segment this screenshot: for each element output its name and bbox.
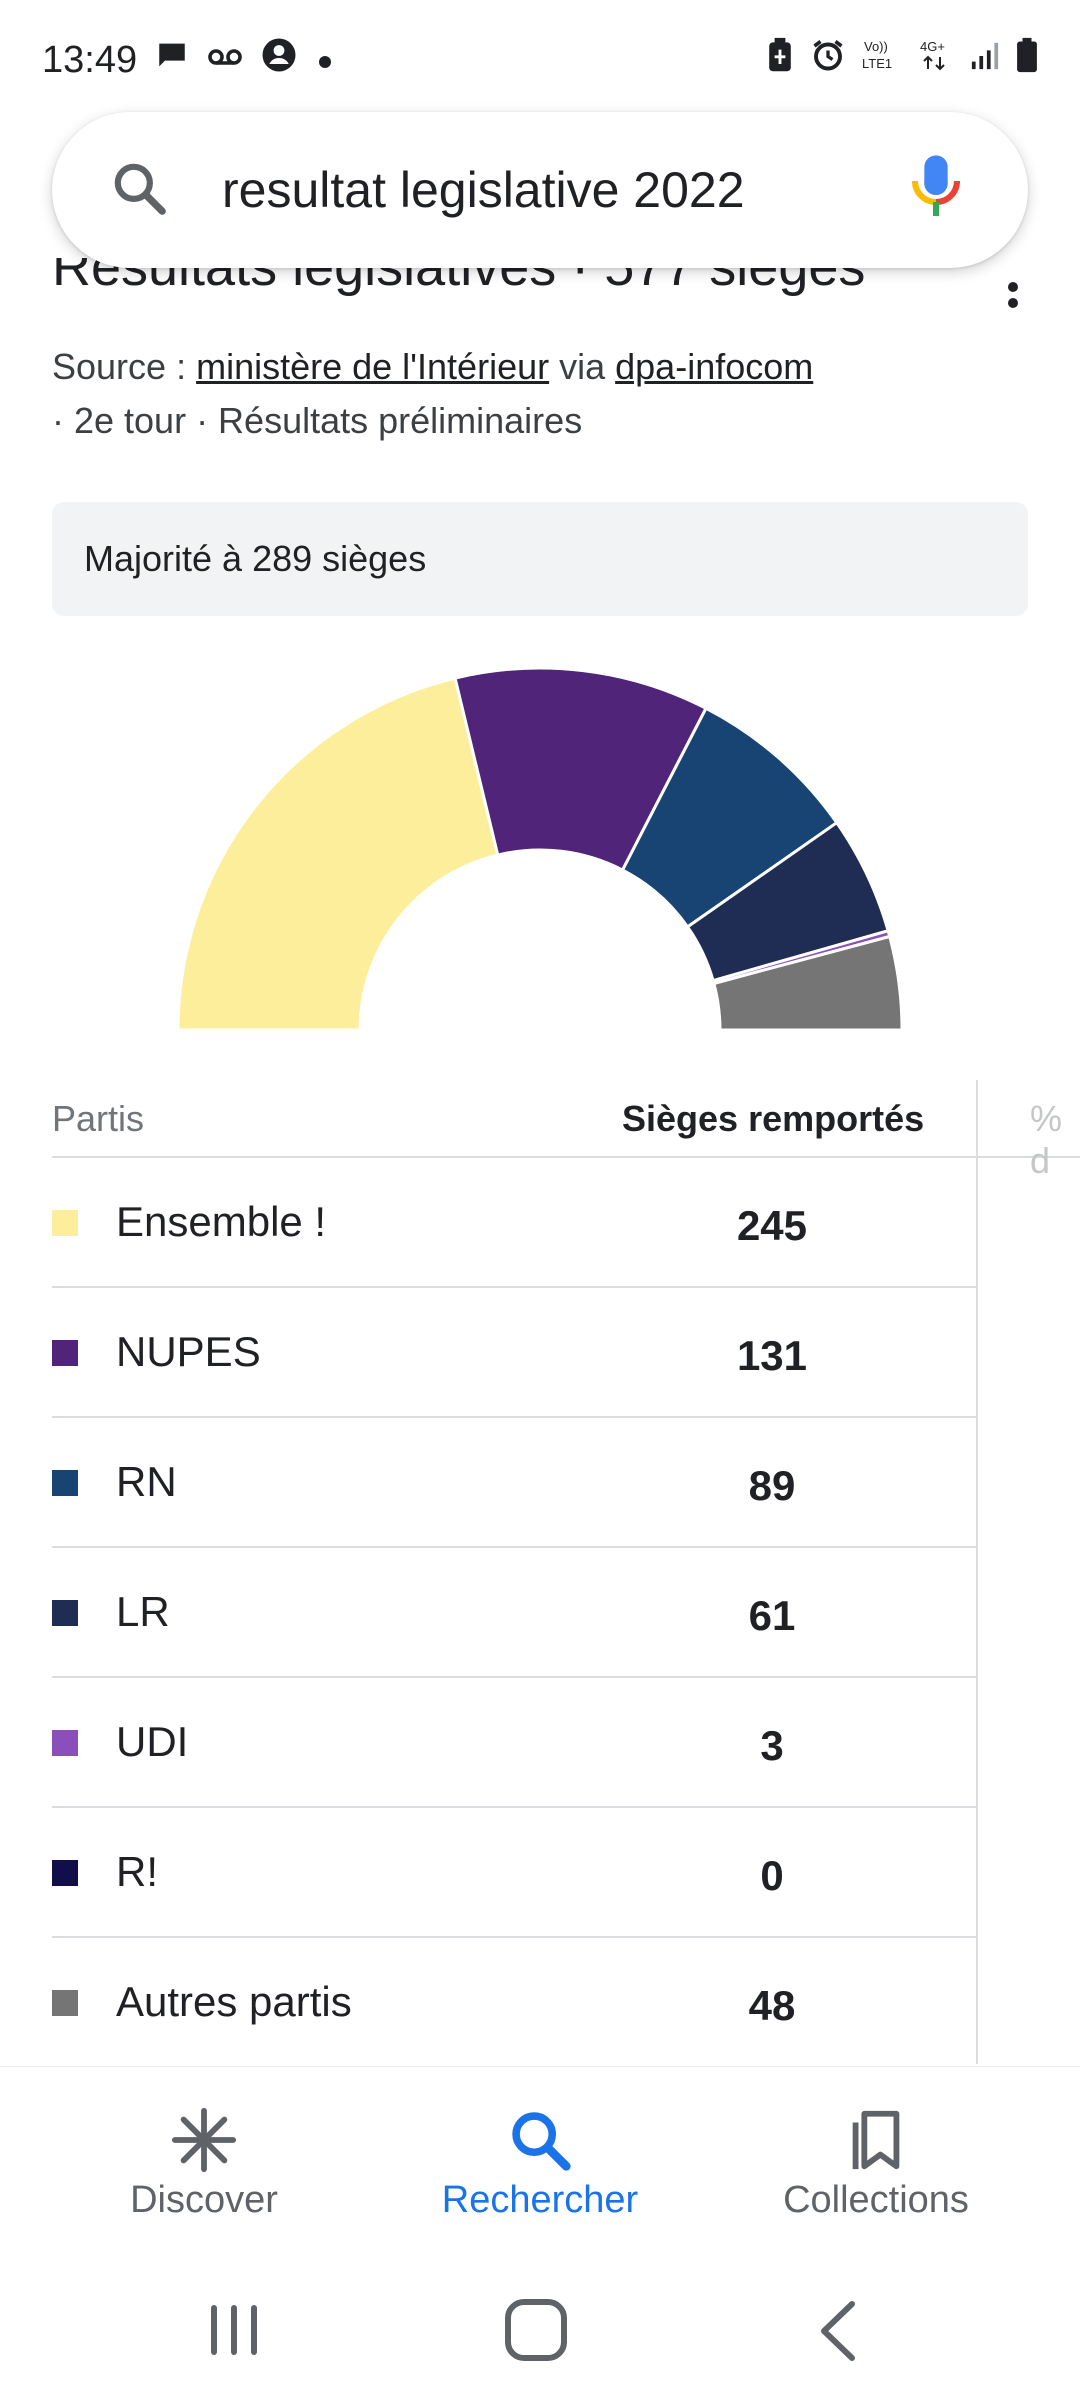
chart-slice-nupes[interactable] [453, 666, 709, 873]
microphone-icon[interactable] [908, 153, 964, 228]
source-details: · 2e tour · Résultats préliminaires [52, 400, 583, 441]
source-link-dpa[interactable]: dpa-infocom [615, 346, 814, 387]
message-icon [155, 38, 189, 82]
table-header: Partis Sièges remportés % d [52, 1080, 1080, 1181]
more-options-icon[interactable] [1008, 282, 1020, 314]
header-party: Partis [52, 1098, 145, 1139]
nav-discover[interactable]: Discover [24, 2067, 384, 2267]
alarm-icon [810, 37, 846, 83]
seats-donut-chart [176, 666, 904, 1032]
svg-text:LTE1: LTE1 [862, 56, 892, 71]
back-icon[interactable] [800, 2296, 880, 2366]
party-name: R! [116, 1848, 158, 1895]
dot-icon [315, 39, 335, 82]
table-row: NUPES 131 [52, 1288, 976, 1418]
status-right: Vo)) LTE1 4G+ [766, 37, 1038, 83]
majority-box: Majorité à 289 sièges [52, 502, 1028, 616]
status-bar: 13:49 Vo)) LTE1 4G+ [0, 0, 1080, 120]
svg-text:4G+: 4G+ [920, 39, 945, 54]
chart-slice-autres-partis[interactable] [712, 934, 904, 1032]
seats-value: 0 [760, 1852, 784, 1899]
party-color-swatch [52, 1860, 78, 1886]
recents-icon[interactable] [194, 2296, 274, 2366]
bottom-nav: Discover Rechercher Collections [0, 2066, 1080, 2267]
voicemail-icon [207, 39, 243, 82]
results-table: Partis Sièges remportés % d Ensemble ! 24… [52, 1080, 1080, 2068]
majority-label: Majorité à 289 sièges [84, 538, 427, 579]
source-prefix: Source : [52, 346, 197, 387]
home-icon[interactable] [496, 2296, 576, 2366]
party-color-swatch [52, 1470, 78, 1496]
nav-rechercher[interactable]: Rechercher [360, 2067, 720, 2267]
party-name: NUPES [116, 1328, 261, 1375]
seats-value: 131 [736, 1332, 808, 1379]
seats-value: 3 [760, 1722, 784, 1769]
search-icon[interactable] [108, 157, 170, 224]
signal-icon [970, 39, 1000, 82]
status-left: 13:49 [42, 37, 335, 83]
party-color-swatch [52, 1210, 78, 1236]
table-row: Ensemble ! 245 [52, 1158, 976, 1288]
table-row: UDI 3 [52, 1678, 976, 1808]
account-icon [261, 37, 297, 83]
search-icon [360, 2105, 720, 2185]
party-name: RN [116, 1458, 177, 1505]
nav-discover-label: Discover [130, 2179, 278, 2221]
asterisk-icon [24, 2105, 384, 2185]
search-input[interactable]: resultat legislative 2022 [222, 162, 745, 218]
chart-slice-ensemble[interactable] [176, 676, 500, 1032]
party-name: LR [116, 1588, 170, 1635]
system-nav [0, 2266, 1080, 2400]
column-divider [976, 1080, 978, 2064]
party-color-swatch [52, 1730, 78, 1756]
volte-icon: Vo)) LTE1 [862, 37, 902, 83]
nav-rechercher-label: Rechercher [441, 2179, 639, 2221]
search-bar[interactable]: resultat legislative 2022 [52, 112, 1028, 268]
party-name: Autres partis [116, 1978, 352, 2025]
4g-icon: 4G+ [918, 37, 954, 83]
battery-saver-icon [766, 37, 794, 83]
battery-icon [1016, 37, 1038, 83]
table-row: RN 89 [52, 1418, 976, 1548]
source-via: via [549, 346, 616, 387]
party-color-swatch [52, 1990, 78, 2016]
seats-value: 61 [748, 1592, 796, 1639]
source-line: Source : ministère de l'Intérieur via dp… [52, 346, 813, 388]
svg-text:Vo)): Vo)) [864, 39, 888, 54]
party-name: UDI [116, 1718, 189, 1765]
party-color-swatch [52, 1340, 78, 1366]
table-body: Ensemble ! 245 NUPES 131 RN 89 LR 61 UDI 3 R! 0 Autr… [52, 1158, 1080, 2068]
party-name: Ensemble ! [116, 1198, 327, 1245]
seats-value: 245 [736, 1202, 808, 1249]
nav-collections[interactable]: Collections [696, 2067, 1056, 2267]
table-row: LR 61 [52, 1548, 976, 1678]
table-row: Autres partis 48 [52, 1938, 976, 2068]
seats-value: 48 [748, 1982, 796, 2029]
source-link-ministere[interactable]: ministère de l'Intérieur [196, 346, 550, 387]
table-row: R! 0 [52, 1808, 976, 1938]
party-color-swatch [52, 1600, 78, 1626]
nav-collections-label: Collections [783, 2179, 969, 2221]
status-time: 13:49 [42, 38, 138, 81]
collections-icon [696, 2105, 1056, 2185]
header-percent[interactable]: % d [1030, 1098, 1063, 1181]
seats-value: 89 [748, 1462, 796, 1509]
header-seats[interactable]: Sièges remportés [622, 1098, 925, 1139]
